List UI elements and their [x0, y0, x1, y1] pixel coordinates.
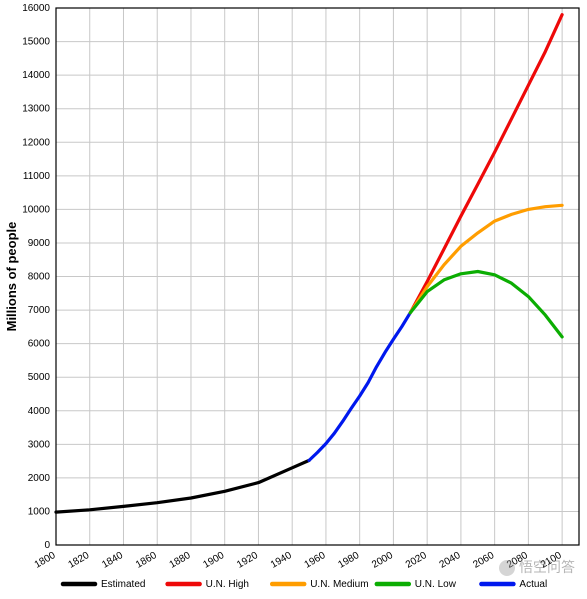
x-tick-label: 1960 — [303, 550, 328, 571]
x-tick-label: 1860 — [134, 550, 159, 571]
x-tick-label: 1840 — [100, 550, 125, 571]
x-tick-label: 1820 — [66, 550, 91, 571]
x-tick-label: 1800 — [33, 550, 58, 571]
x-tick-label: 1940 — [269, 550, 294, 571]
y-tick-label: 2000 — [28, 473, 51, 484]
legend-label-estimated: Estimated — [101, 579, 145, 590]
y-tick-label: 6000 — [28, 339, 51, 350]
y-tick-label: 4000 — [28, 406, 51, 417]
x-tick-label: 2100 — [539, 550, 564, 571]
population-chart: 0 1000 2000 3000 4000 5000 6000 7000 8000 9000 100… — [0, 0, 587, 599]
x-tick-label: 2020 — [404, 550, 429, 571]
x-tick-label: 1980 — [336, 550, 361, 571]
y-tick-label: 12000 — [22, 137, 50, 148]
y-tick-label: 7000 — [28, 305, 51, 316]
y-tick-label: 9000 — [28, 238, 51, 249]
legend-label-medium: U.N. Medium — [310, 579, 368, 590]
x-tick-label: 1900 — [201, 550, 226, 571]
x-tick-label: 1920 — [235, 550, 260, 571]
y-tick-label: 13000 — [22, 104, 50, 115]
y-tick-label: 16000 — [22, 3, 50, 14]
x-tick-label: 2000 — [370, 550, 395, 571]
legend-label-actual: Actual — [519, 579, 547, 590]
x-tick-label: 2080 — [505, 550, 530, 571]
y-tick-label: 10000 — [22, 204, 50, 215]
y-axis-label: Millions of people — [4, 222, 19, 332]
y-tick-label: 11000 — [23, 171, 51, 182]
x-tick-label: 1880 — [168, 550, 193, 571]
y-tick-label: 3000 — [28, 439, 51, 450]
legend-label-high: U.N. High — [206, 579, 249, 590]
y-tick-label: 15000 — [22, 37, 50, 48]
legend-label-low: U.N. Low — [415, 579, 457, 590]
y-tick-label: 1000 — [28, 506, 51, 517]
y-tick-label: 8000 — [28, 272, 51, 283]
y-tick-label: 5000 — [28, 372, 51, 383]
population-chart-container: 0 1000 2000 3000 4000 5000 6000 7000 8000 9000 100… — [0, 0, 587, 599]
x-tick-label: 2060 — [471, 550, 496, 571]
y-tick-label: 0 — [44, 540, 50, 551]
y-tick-label: 14000 — [22, 70, 50, 81]
x-tick-label: 2040 — [438, 550, 463, 571]
